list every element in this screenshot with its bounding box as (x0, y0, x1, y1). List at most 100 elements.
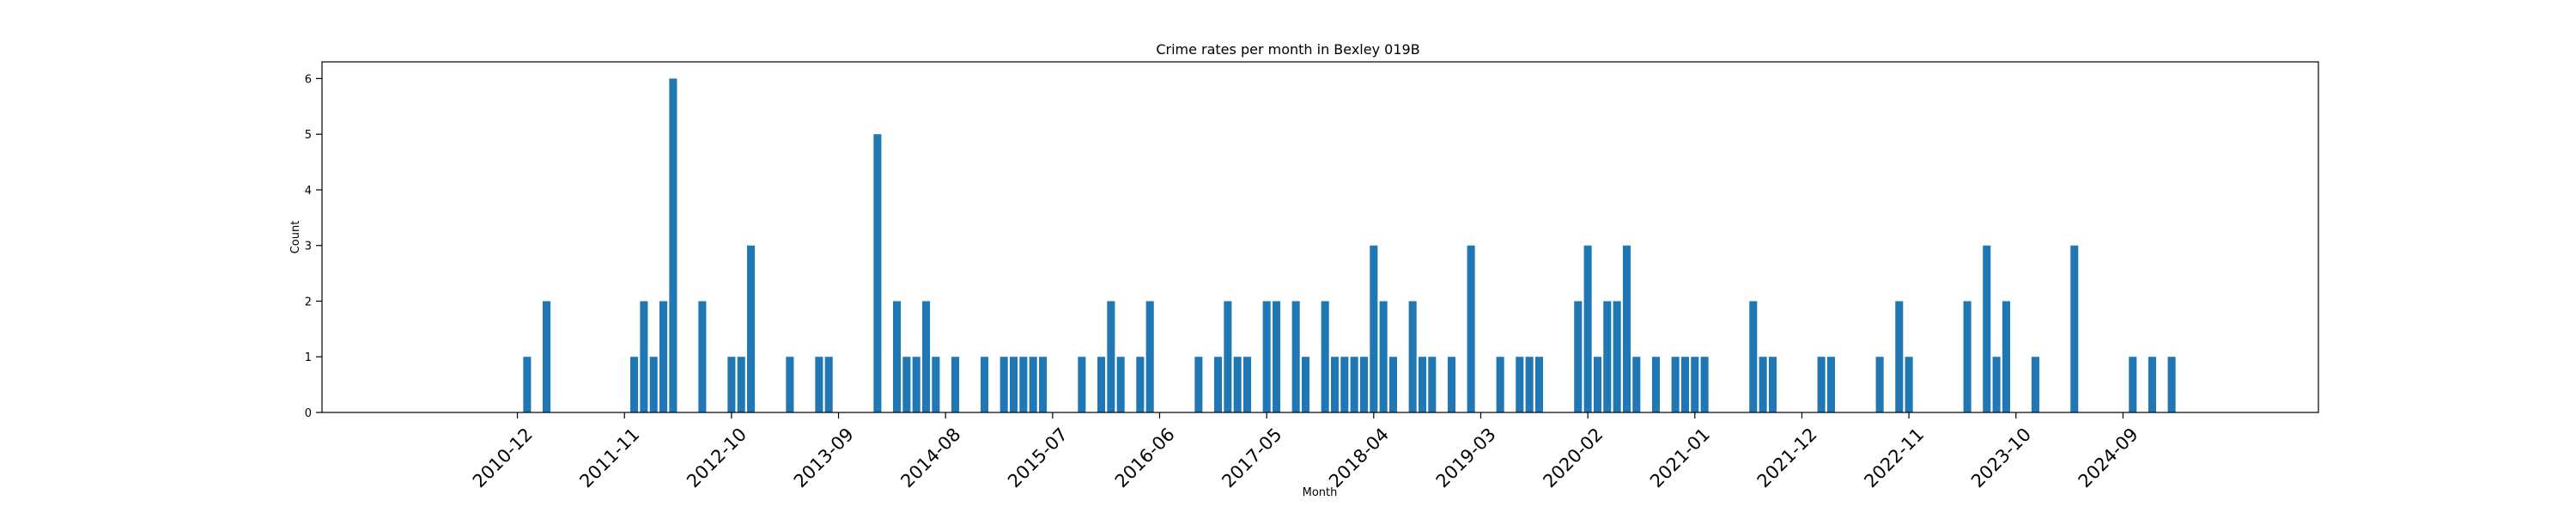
bar-2021-01 (1691, 357, 1699, 412)
bar-2017-09 (1301, 357, 1310, 412)
bar-2014-01 (873, 134, 882, 412)
bar-2019-09 (1534, 357, 1544, 412)
bar-2012-01 (640, 301, 648, 412)
bar-2014-04 (902, 357, 911, 412)
bar-2018-10 (1428, 357, 1437, 412)
bar-2018-12 (1447, 357, 1456, 412)
y-tick-label: 1 (305, 351, 312, 364)
bar-2014-09 (951, 357, 960, 412)
bar-2025-02 (2167, 357, 2176, 412)
bar-2016-10 (1194, 357, 1203, 412)
bar-2015-10 (1078, 357, 1086, 412)
bar-2020-12 (1680, 357, 1690, 412)
bar-2018-08 (1408, 301, 1417, 412)
bar-2018-04 (1370, 245, 1378, 412)
bar-2020-03 (1593, 357, 1602, 412)
bar-2016-05 (1145, 301, 1154, 412)
bar-2019-02 (1467, 245, 1475, 412)
bar-2012-07 (698, 301, 707, 412)
bar-2012-10 (727, 357, 736, 412)
bar-2019-07 (1516, 357, 1524, 412)
y-tick-label: 4 (305, 185, 312, 198)
bar-2017-03 (1242, 357, 1252, 412)
bar-2018-01 (1340, 357, 1349, 412)
bar-2015-04 (1019, 357, 1028, 412)
bar-2022-11 (1905, 357, 1913, 412)
bar-2020-11 (1671, 357, 1680, 412)
bar-2020-09 (1651, 357, 1661, 412)
bar-2012-02 (649, 357, 658, 412)
bar-2013-07 (815, 357, 823, 412)
bar-2017-01 (1224, 301, 1232, 412)
y-tick-label: 5 (305, 129, 312, 142)
y-axis-ticks: 0 1 2 3 4 5 6 (305, 73, 322, 420)
bar-2013-04 (786, 357, 794, 412)
bar-2022-02 (1817, 357, 1826, 412)
bar-2015-02 (999, 357, 1008, 412)
bar-2024-12 (2148, 357, 2156, 412)
bar-2020-05 (1613, 301, 1621, 412)
bar-2019-08 (1525, 357, 1534, 412)
chart-title: Crime rates per month in Bexley 019B (1156, 41, 1419, 58)
bar-2019-05 (1496, 357, 1504, 412)
bar-2017-11 (1321, 301, 1329, 412)
bar-2020-04 (1603, 301, 1612, 412)
bar-2018-05 (1379, 301, 1388, 412)
bar-2015-05 (1029, 357, 1037, 412)
bar-2020-06 (1622, 245, 1631, 412)
bar-2024-10 (2129, 357, 2137, 412)
y-tick-label: 0 (305, 407, 312, 420)
bar-2023-07 (1983, 245, 1991, 412)
bar-2016-12 (1213, 357, 1223, 412)
bar-2014-03 (893, 301, 902, 412)
bar-2018-09 (1418, 357, 1427, 412)
bar-2012-04 (669, 78, 677, 413)
bar-2020-02 (1583, 245, 1592, 412)
y-tick-label: 6 (305, 73, 312, 86)
bar-2012-03 (659, 301, 668, 412)
bar-2017-08 (1291, 301, 1300, 412)
bar-2022-03 (1826, 357, 1835, 412)
bar-2014-07 (932, 357, 940, 412)
plot-frame (321, 61, 2319, 413)
bar-2017-12 (1330, 357, 1340, 412)
bar-2018-06 (1388, 357, 1398, 412)
bar-2012-12 (747, 245, 756, 412)
x-axis-label: Month (1303, 486, 1338, 499)
bar-series (523, 78, 2176, 413)
bar-2023-08 (1992, 357, 2001, 412)
y-axis-label: Count (289, 221, 302, 254)
bar-2020-07 (1632, 357, 1641, 412)
bar-2015-12 (1097, 357, 1106, 412)
bar-2014-06 (922, 301, 931, 412)
bar-2016-02 (1116, 357, 1125, 412)
bar-2016-01 (1107, 301, 1115, 412)
bar-2013-08 (824, 357, 833, 412)
bar-2022-10 (1895, 301, 1904, 412)
bar-2024-04 (2070, 245, 2079, 412)
bar-2016-04 (1136, 357, 1145, 412)
bar-2014-12 (980, 357, 989, 412)
bar-2023-12 (2031, 357, 2039, 412)
bar-2017-06 (1272, 301, 1281, 412)
bar-2021-09 (1768, 357, 1777, 412)
bar-2021-02 (1700, 357, 1709, 412)
bar-2014-05 (912, 357, 920, 412)
bar-2023-09 (2002, 301, 2010, 412)
y-tick-label: 3 (305, 241, 312, 253)
bar-2022-08 (1875, 357, 1884, 412)
bar-2023-05 (1963, 301, 1971, 412)
y-tick-label: 2 (305, 296, 312, 308)
bar-2018-02 (1350, 357, 1358, 412)
bar-2021-07 (1749, 301, 1758, 412)
bar-2021-08 (1759, 357, 1767, 412)
bar-2011-03 (543, 301, 551, 412)
bar-2018-03 (1359, 357, 1369, 412)
bar-2015-03 (1009, 357, 1018, 412)
bar-2011-12 (630, 357, 639, 412)
bar-2011-01 (523, 357, 532, 412)
bar-2015-06 (1038, 357, 1048, 412)
bar-2017-05 (1262, 301, 1271, 412)
